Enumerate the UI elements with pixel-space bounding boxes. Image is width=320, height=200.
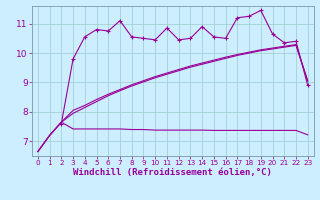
X-axis label: Windchill (Refroidissement éolien,°C): Windchill (Refroidissement éolien,°C) (73, 168, 272, 177)
